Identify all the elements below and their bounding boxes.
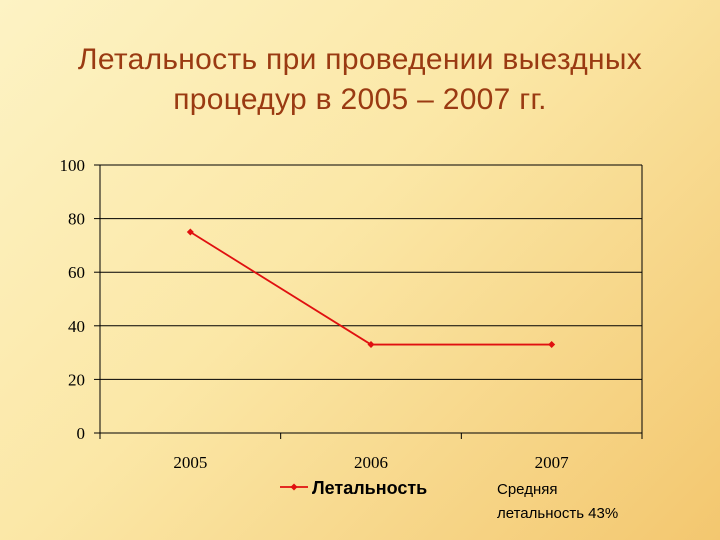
note-line-2: летальность 43% [497, 505, 619, 522]
series-lines [189, 231, 552, 346]
grid-lines [100, 164, 642, 380]
average-mortality-note: Средняя летальность 43% [497, 478, 697, 526]
x-tick-label-2005: 2005 [173, 453, 207, 472]
data-points [186, 228, 556, 349]
chart-title: Летальность при проведении выездных проц… [20, 40, 700, 120]
data-point-2007 [548, 341, 556, 349]
y-tick-label-20: 20 [68, 370, 85, 389]
y-tick-label-40: 40 [68, 317, 85, 336]
legend: Летальность [280, 478, 427, 498]
title-line-1: Летальность при проведении выездных [77, 43, 643, 76]
y-tick-label-0: 0 [77, 424, 86, 443]
data-point-2006 [367, 341, 375, 349]
y-tick-label-100: 100 [60, 156, 86, 175]
data-point-2005 [186, 228, 194, 236]
y-tick-label-80: 80 [68, 210, 85, 229]
y-tick-labels: 0 20 40 60 80 100 [60, 156, 86, 443]
y-tick-label-60: 60 [68, 263, 85, 282]
legend-label: Летальность [312, 478, 427, 498]
note-line-1: Средняя [497, 481, 558, 498]
x-tick-labels: 2005 2006 2007 [173, 453, 569, 472]
axes [94, 164, 643, 439]
series-line-0 [189, 231, 552, 346]
title-line-2: процедур в 2005 – 2007 гг. [173, 83, 547, 116]
x-tick-label-2007: 2007 [535, 453, 570, 472]
x-tick-label-2006: 2006 [354, 453, 388, 472]
legend-marker [290, 483, 298, 491]
